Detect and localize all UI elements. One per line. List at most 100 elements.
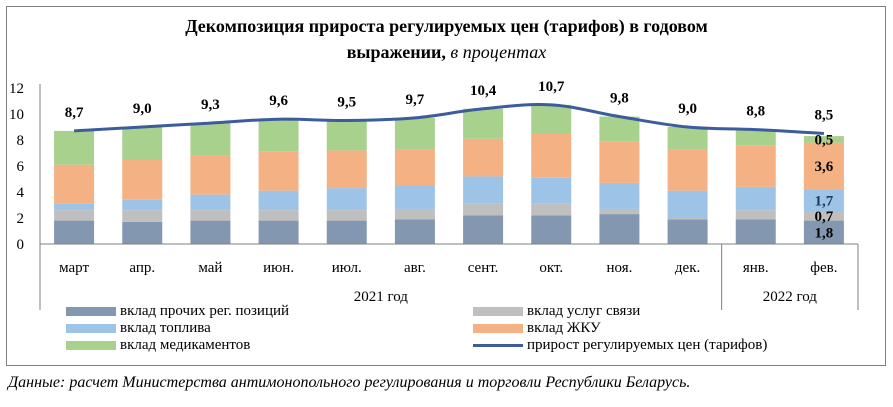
bar-segment-housing bbox=[463, 138, 504, 177]
bar-segment-medicine bbox=[599, 116, 640, 142]
y-tick-label: 12 bbox=[9, 81, 24, 97]
x-tick-label: дек. bbox=[675, 260, 700, 276]
bar-segment-housing bbox=[735, 145, 776, 187]
legend-swatch-communication bbox=[473, 307, 523, 316]
line-data-label: 9,5 bbox=[337, 95, 356, 111]
bar-segment-fuel bbox=[54, 203, 95, 211]
chart-frame bbox=[6, 6, 886, 366]
bar-segment-fuel bbox=[122, 199, 163, 211]
bar-segment-communication bbox=[531, 203, 572, 216]
x-tick-label: окт. bbox=[539, 260, 563, 276]
line-data-label: 8,5 bbox=[815, 108, 834, 124]
legend-label-other: вклад прочих рег. позиций bbox=[120, 303, 290, 319]
legend-swatch-medicine bbox=[66, 341, 116, 350]
bar-segment-communication bbox=[54, 210, 95, 221]
line-data-label: 10,7 bbox=[538, 79, 565, 95]
y-tick-label: 10 bbox=[9, 107, 24, 123]
y-tick-label: 2 bbox=[17, 211, 25, 227]
x-tick-label: сент. bbox=[468, 260, 499, 276]
bar-segment-other bbox=[803, 220, 844, 244]
bar-segment-fuel bbox=[326, 188, 367, 211]
bar-segment-housing bbox=[258, 151, 299, 191]
bar-segment-communication bbox=[394, 208, 435, 220]
line-data-label: 9,3 bbox=[201, 97, 220, 113]
segment-data-label: 1,8 bbox=[815, 225, 834, 241]
bar-segment-fuel bbox=[258, 190, 299, 211]
bar-segment-medicine bbox=[122, 127, 163, 160]
bar-segment-housing bbox=[667, 149, 708, 191]
bar-segment-housing bbox=[531, 133, 572, 178]
segment-data-label: 1,7 bbox=[815, 193, 834, 209]
y-tick-label: 6 bbox=[17, 159, 25, 175]
line-data-label: 9,0 bbox=[133, 101, 152, 117]
bar-segment-housing bbox=[326, 150, 367, 189]
line-data-label: 8,8 bbox=[746, 104, 765, 120]
bar-segment-medicine bbox=[667, 127, 708, 150]
bar-segment-other bbox=[599, 214, 640, 244]
x-tick-label: фев. bbox=[810, 260, 837, 276]
legend-label-communication: вклад услуг связи bbox=[527, 303, 641, 319]
segment-data-label: 0,7 bbox=[815, 209, 834, 225]
segment-data-label: 0,5 bbox=[815, 132, 834, 148]
bar-segment-housing bbox=[122, 159, 163, 200]
bar-segment-medicine bbox=[258, 119, 299, 152]
bar-segment-medicine bbox=[54, 130, 95, 165]
bar-segment-fuel bbox=[735, 186, 776, 211]
line-data-label: 10,4 bbox=[470, 83, 497, 99]
x-tick-label: авг. bbox=[404, 260, 426, 276]
x-tick-label: апр. bbox=[129, 260, 155, 276]
bar-segment-communication bbox=[258, 210, 299, 221]
line-series bbox=[73, 103, 825, 135]
x-tick-label: май bbox=[198, 260, 222, 276]
bar-segment-communication bbox=[463, 203, 504, 216]
chart-title-bold: выражении, bbox=[346, 42, 446, 62]
bar-segment-medicine bbox=[531, 104, 572, 134]
bar-segment-other bbox=[190, 220, 231, 244]
legend-label-medicine: вклад медикаментов bbox=[120, 337, 251, 353]
legend-swatch-other bbox=[66, 307, 116, 316]
bar-segment-other bbox=[463, 215, 504, 244]
bar-segment-other bbox=[394, 219, 435, 244]
bar-segment-other bbox=[667, 219, 708, 244]
bar-segment-communication bbox=[326, 210, 367, 221]
line-data-label: 9,0 bbox=[678, 101, 697, 117]
y-tick-label: 4 bbox=[17, 185, 25, 201]
bar-segment-medicine bbox=[735, 129, 776, 146]
bar-segment-housing bbox=[803, 142, 844, 190]
bar-segment-other bbox=[531, 215, 572, 244]
bar-segment-housing bbox=[599, 141, 640, 183]
chart-title-line2: выражении, в процентах bbox=[0, 39, 893, 65]
x-tick-label: янв. bbox=[743, 260, 769, 276]
y-tick-label: 8 bbox=[17, 133, 25, 149]
bar-segment-fuel bbox=[599, 182, 640, 209]
bar-segment-communication bbox=[735, 210, 776, 220]
bar-segment-medicine bbox=[463, 108, 504, 139]
line-data-label: 8,7 bbox=[65, 105, 84, 121]
bar-segment-housing bbox=[190, 155, 231, 195]
bar-segment-other bbox=[326, 220, 367, 244]
chart-title: Декомпозиция прироста регулируемых цен (… bbox=[0, 13, 893, 65]
bar-segment-communication bbox=[803, 211, 844, 221]
bar-segment-communication bbox=[599, 208, 640, 215]
bar-segment-other bbox=[735, 219, 776, 244]
x-tick-label: ноя. bbox=[606, 260, 632, 276]
legend-swatch-fuel bbox=[66, 324, 116, 333]
year-group-label: 2021 год bbox=[354, 289, 409, 305]
legend-swatch-line bbox=[473, 344, 523, 347]
line-data-label: 9,6 bbox=[269, 93, 288, 109]
legend-label-housing: вклад ЖКУ bbox=[527, 320, 601, 336]
bar-segment-other bbox=[54, 220, 95, 244]
bar-segment-fuel bbox=[667, 190, 708, 218]
bar-segment-other bbox=[258, 220, 299, 244]
bar-segment-communication bbox=[122, 210, 163, 222]
x-tick-label: июн. bbox=[263, 260, 294, 276]
bar-segment-housing bbox=[394, 149, 435, 186]
bar-segment-medicine bbox=[190, 123, 231, 156]
bar-segment-communication bbox=[667, 218, 708, 220]
bar-segment-medicine bbox=[394, 117, 435, 150]
bar-segment-other bbox=[122, 221, 163, 244]
x-tick-label: март bbox=[59, 260, 89, 276]
x-tick-label: июл. bbox=[332, 260, 362, 276]
year-group-label: 2022 год bbox=[763, 289, 818, 305]
source-note: Данные: расчет Министерства антимонополь… bbox=[8, 374, 691, 391]
